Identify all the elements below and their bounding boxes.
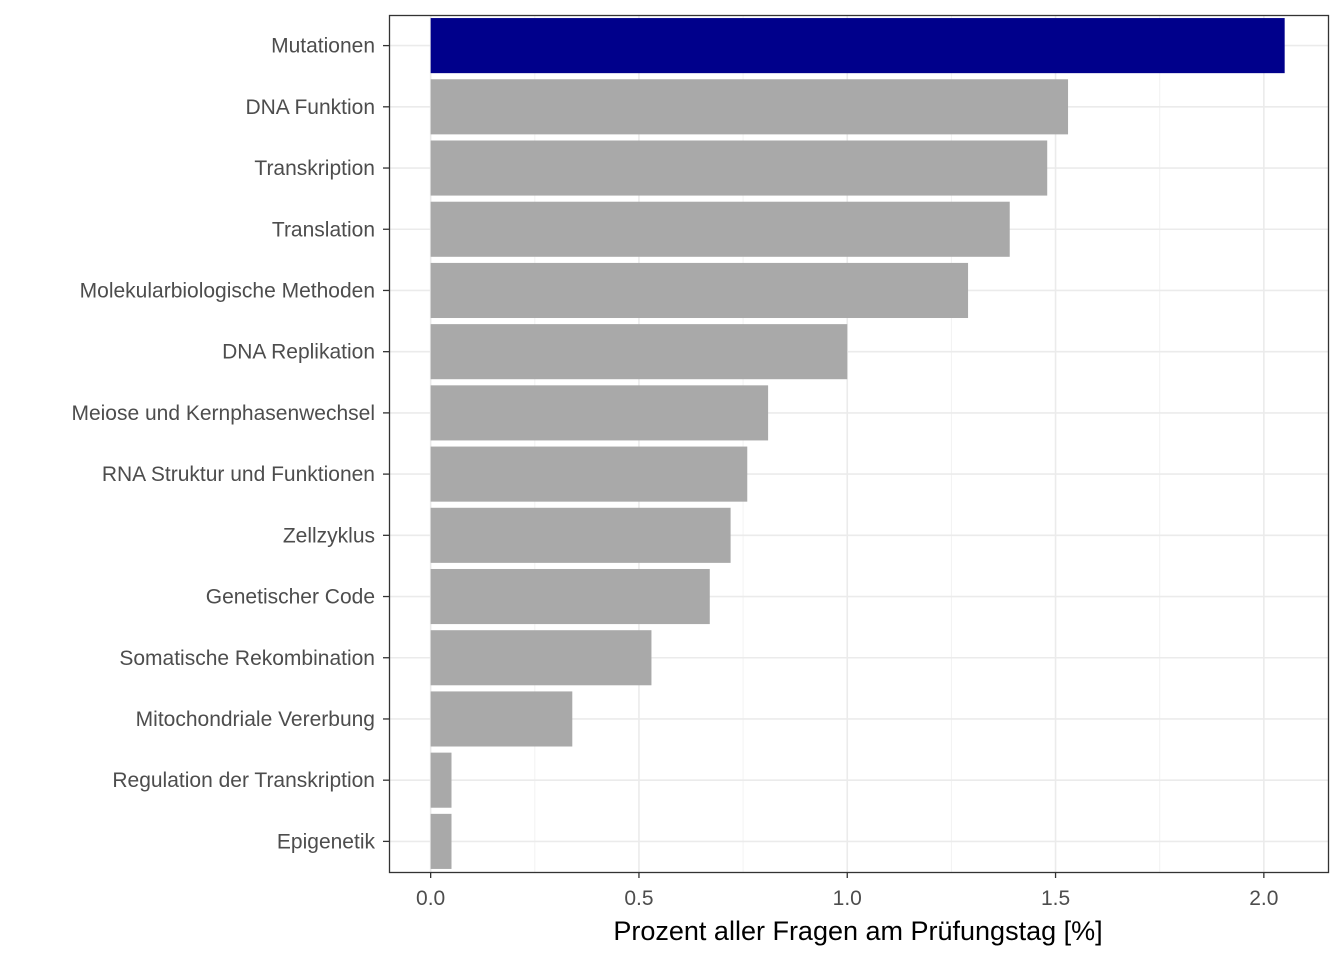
y-tick-label: DNA Replikation [222,341,375,364]
bar-3 [430,201,1010,257]
x-axis: 0.0 0.5 1.0 1.5 2.0 [416,872,1278,910]
bar-10 [430,630,652,686]
y-tick-label: Translation [272,218,375,241]
y-tick-label: Transkription [254,157,375,180]
bar-9 [430,568,710,625]
y-tick-label: Mitochondriale Vererbung [136,708,375,731]
x-tick-label: 0.5 [624,887,653,910]
bar-13 [430,813,452,869]
y-tick-label: Molekularbiologische Methoden [80,279,375,302]
y-tick-label: Regulation der Transkription [112,769,375,792]
y-tick-label: Zellzyklus [283,524,375,547]
bar-6 [430,385,769,441]
bar-12 [430,752,452,808]
x-axis-title: Prozent aller Fragen am Prüfungstag [%] [613,916,1102,946]
bar-8 [430,507,731,563]
plot-panel-border [388,14,1330,874]
bar-2 [430,140,1048,196]
y-tick-label: Mutationen [271,35,375,58]
y-axis: Mutationen DNA Funktion Transkription Trans… [71,35,389,853]
bar-0 [430,18,1285,74]
bar-4 [430,262,969,319]
y-tick-label: DNA Funktion [245,96,375,119]
x-tick-label: 1.5 [1041,887,1070,910]
y-tick-label: Epigenetik [277,830,376,853]
x-tick-label: 2.0 [1249,887,1278,910]
bars [430,18,1285,869]
bar-7 [430,446,748,502]
bar-5 [430,324,848,380]
y-tick-label: RNA Struktur und Funktionen [102,463,375,486]
x-tick-label: 0.0 [416,887,445,910]
y-tick-label: Somatische Rekombination [119,647,375,670]
y-tick-label: Genetischer Code [206,586,375,609]
x-tick-label: 1.0 [833,887,862,910]
bar-1 [430,79,1069,135]
bar-11 [430,691,573,747]
y-tick-label: Meiose und Kernphasenwechsel [71,402,375,425]
